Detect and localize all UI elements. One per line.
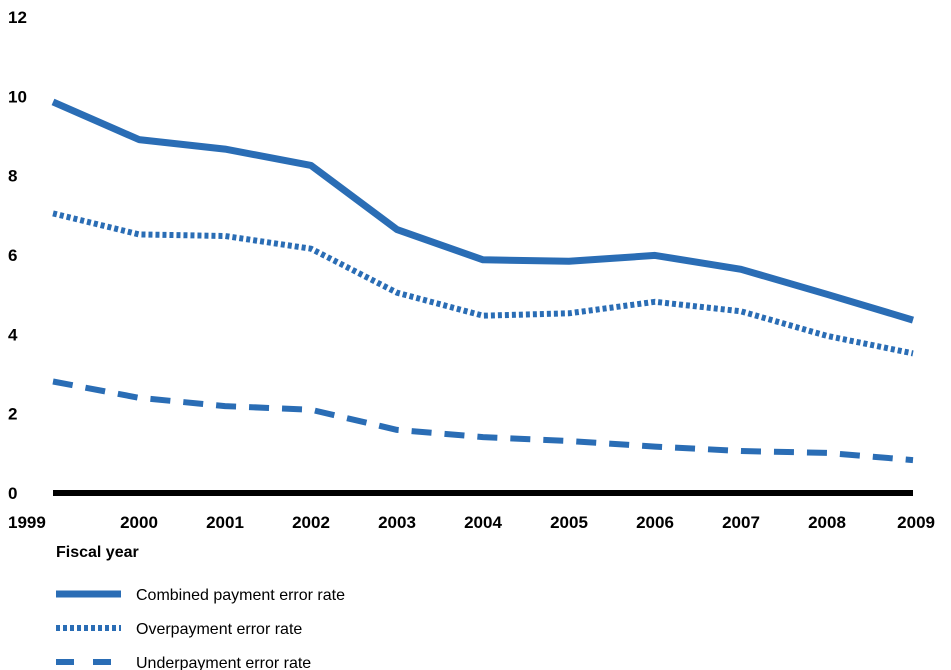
x-tick-label: 2003: [378, 513, 416, 532]
y-axis-ticks: 0 2 4 6 8 10 12: [8, 8, 27, 503]
x-tick-label: 2005: [550, 513, 588, 532]
x-tick-label: 2002: [292, 513, 330, 532]
x-tick-label: 2000: [120, 513, 158, 532]
x-tick-label: 2004: [464, 513, 502, 532]
y-tick-label: 6: [8, 246, 17, 265]
series-line-dotted: [52, 210, 914, 357]
x-tick-label: 2006: [636, 513, 674, 532]
series-line-solid: [51, 98, 915, 324]
x-tick-label: 2007: [722, 513, 760, 532]
legend-label: Underpayment error rate: [136, 655, 311, 670]
series-line-dashed: [52, 378, 914, 464]
y-tick-label: 12: [8, 8, 27, 27]
series-lines: [51, 98, 915, 464]
x-axis-title: Fiscal year: [56, 544, 139, 561]
y-tick-label: 10: [8, 87, 27, 106]
y-tick-label: 0: [8, 484, 17, 503]
x-tick-label: 2009: [897, 513, 935, 532]
y-tick-label: 4: [8, 325, 18, 344]
legend-label: Overpayment error rate: [136, 621, 302, 638]
legend: Combined payment error rate Overpayment e…: [56, 587, 345, 670]
y-tick-label: 8: [8, 167, 17, 186]
x-tick-label: 2008: [808, 513, 846, 532]
legend-label: Combined payment error rate: [136, 587, 345, 604]
y-tick-label: 2: [8, 405, 17, 424]
x-axis-ticks: 1999 2000 2001 2002 2003 2004 2005 2006 2007 2008…: [8, 513, 935, 532]
x-tick-label: 2001: [206, 513, 244, 532]
x-tick-label: 1999: [8, 513, 46, 532]
